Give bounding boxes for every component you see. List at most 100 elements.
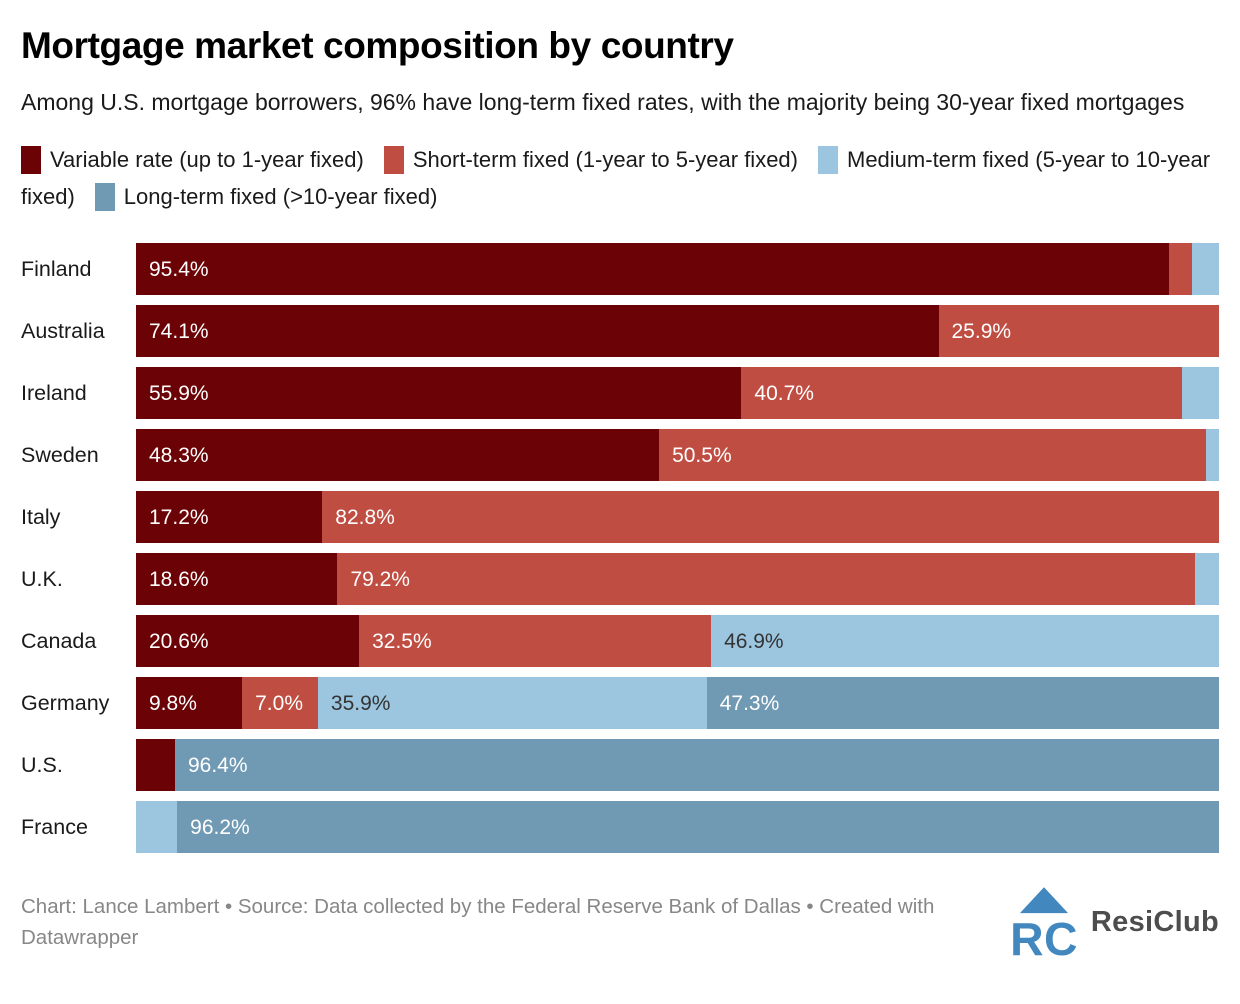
chart-title: Mortgage market composition by country: [21, 25, 734, 66]
bar-segment: [1191, 243, 1219, 295]
svg-text:R: R: [1011, 913, 1044, 957]
legend-item-label: Variable rate (up to 1-year fixed): [50, 147, 364, 172]
bar-segment: 35.9%: [317, 677, 707, 729]
bar-segment: 47.3%: [706, 677, 1219, 729]
bar-track: 48.3% 50.5%: [136, 429, 1219, 481]
bar-segment: 32.5%: [359, 615, 712, 667]
row-label: U.K.: [21, 566, 63, 591]
row-label: Canada: [21, 628, 97, 653]
bar-track: 17.2% 82.8%: [136, 491, 1219, 543]
bar-segment-label: 18.6%: [149, 568, 209, 591]
bar-segment-label: 9.8%: [149, 692, 197, 715]
chart-row: Australia 74.1% 25.9%: [21, 305, 1219, 357]
bar-segment: 96.4%: [174, 739, 1219, 791]
bar-track: 18.6% 79.2%: [136, 553, 1219, 605]
legend-swatch: [818, 146, 838, 174]
chart-row: U.K. 18.6% 79.2%: [21, 553, 1219, 605]
legend-item-label: Short-term fixed (1-year to 5-year fixed…: [412, 147, 798, 172]
legend-item: Short-term fixed (1-year to 5-year fixed…: [383, 146, 814, 174]
row-label: Ireland: [21, 380, 87, 405]
bar-segment-label: 35.9%: [330, 692, 391, 715]
bar-segment-label: 82.8%: [335, 506, 395, 529]
page: Mortgage market composition by country A…: [21, 25, 1219, 957]
bar-track: 9.8% 7.0% 35.9% 47.3%: [136, 677, 1219, 729]
bar-segment: [1205, 429, 1219, 481]
row-label: Sweden: [21, 442, 99, 467]
chart-row: Finland 95.4%: [21, 243, 1219, 295]
bar-segment-label: 20.6%: [149, 630, 209, 653]
bar-segment: 7.0%: [242, 677, 318, 729]
bar-segment-label: 50.5%: [672, 444, 732, 467]
bar-segment-label: 48.3%: [149, 444, 209, 467]
bar-segment: 79.2%: [337, 553, 1196, 605]
legend-item: Variable rate (up to 1-year fixed): [21, 146, 380, 174]
bar-segment-label: 95.4%: [149, 258, 209, 281]
bar-segment: 50.5%: [659, 429, 1206, 481]
chart-row: U.S. 96.4%: [21, 739, 1219, 791]
legend-swatch: [383, 146, 404, 174]
legend-swatch: [21, 146, 41, 174]
bar-segment: 17.2%: [136, 491, 323, 543]
bar-segment: 20.6%: [136, 615, 360, 667]
bar-segment: 25.9%: [938, 305, 1219, 357]
bar-segment: 82.8%: [322, 491, 1219, 543]
bar-segment-label: 40.7%: [754, 382, 814, 405]
chart-row: Italy 17.2% 82.8%: [21, 491, 1219, 543]
bar-segment-label: 96.2%: [190, 816, 250, 839]
bar-track: 95.4%: [136, 243, 1219, 295]
bar-segment-label: 32.5%: [372, 630, 432, 653]
bar-track: 96.2%: [136, 801, 1219, 853]
row-label: Finland: [21, 256, 92, 281]
resiclub-logo-text: ResiClub: [1090, 905, 1219, 938]
resiclub-logo-icon: R C: [1011, 887, 1077, 957]
bar-segment: 96.2%: [177, 801, 1219, 853]
row-label: Australia: [21, 318, 105, 343]
chart-row: Ireland 55.9% 40.7%: [21, 367, 1219, 419]
chart-row: France 96.2%: [21, 801, 1219, 853]
footer: Chart: Lance Lambert • Source: Data coll…: [21, 887, 1219, 957]
bar-track: 96.4%: [136, 739, 1219, 791]
bar-segment: 18.6%: [136, 553, 338, 605]
bar-segment-label: 17.2%: [149, 506, 209, 529]
bar-segment: 48.3%: [136, 429, 660, 481]
bar-segment: 40.7%: [741, 367, 1183, 419]
footer-credit: Chart: Lance Lambert • Source: Data coll…: [21, 895, 935, 949]
row-label: Germany: [21, 690, 110, 715]
legend-item-label: Long-term fixed (>10-year fixed): [123, 184, 438, 209]
bar-segment: [136, 801, 178, 853]
row-label: France: [21, 814, 88, 839]
bar-segment: 74.1%: [136, 305, 939, 357]
bar-segment: 9.8%: [136, 677, 243, 729]
bar-segment: [1182, 367, 1219, 419]
bar-segment-label: 96.4%: [187, 754, 248, 777]
bar-segment-label: 55.9%: [149, 382, 209, 405]
bar-segment: [136, 739, 175, 791]
bar-chart: Finland 95.4% Australia 74.1% 25.9% Irela…: [21, 243, 1219, 853]
legend-item-label: Medium-term fixed (5-year to 10-year fix…: [21, 147, 1211, 209]
bar-segment-label: 25.9%: [951, 320, 1012, 343]
bar-segment: [1169, 243, 1192, 295]
bar-track: 74.1% 25.9%: [136, 305, 1219, 357]
legend-item: Long-term fixed (>10-year fixed): [94, 183, 454, 211]
bar-segment: 46.9%: [711, 615, 1219, 667]
chart-subtitle: Among U.S. mortgage borrowers, 96% have …: [21, 89, 1185, 115]
chart-row: Canada 20.6% 32.5% 46.9%: [21, 615, 1219, 667]
bar-segment: 55.9%: [136, 367, 742, 419]
bar-segment-label: 74.1%: [149, 320, 209, 343]
resiclub-logo: R C ResiClub: [1011, 887, 1219, 957]
legend-swatch: [94, 183, 115, 211]
bar-track: 20.6% 32.5% 46.9%: [136, 615, 1219, 667]
bar-segment-label: 46.9%: [724, 630, 784, 653]
bar-track: 55.9% 40.7%: [136, 367, 1219, 419]
bar-segment: [1195, 553, 1219, 605]
row-label: U.S.: [21, 752, 63, 777]
legend: Variable rate (up to 1-year fixed) Short-…: [21, 141, 1219, 215]
bar-segment-label: 47.3%: [719, 692, 780, 715]
svg-text:C: C: [1044, 913, 1077, 957]
legend-item: Medium-term fixed (5-year to 10-year fix…: [21, 146, 1211, 209]
bar-segment: 95.4%: [136, 243, 1170, 295]
chart-row: Germany 9.8% 7.0% 35.9% 47.3%: [21, 677, 1219, 729]
row-label: Italy: [21, 504, 61, 529]
chart-row: Sweden 48.3% 50.5%: [21, 429, 1219, 481]
bar-segment-label: 7.0%: [255, 692, 303, 715]
